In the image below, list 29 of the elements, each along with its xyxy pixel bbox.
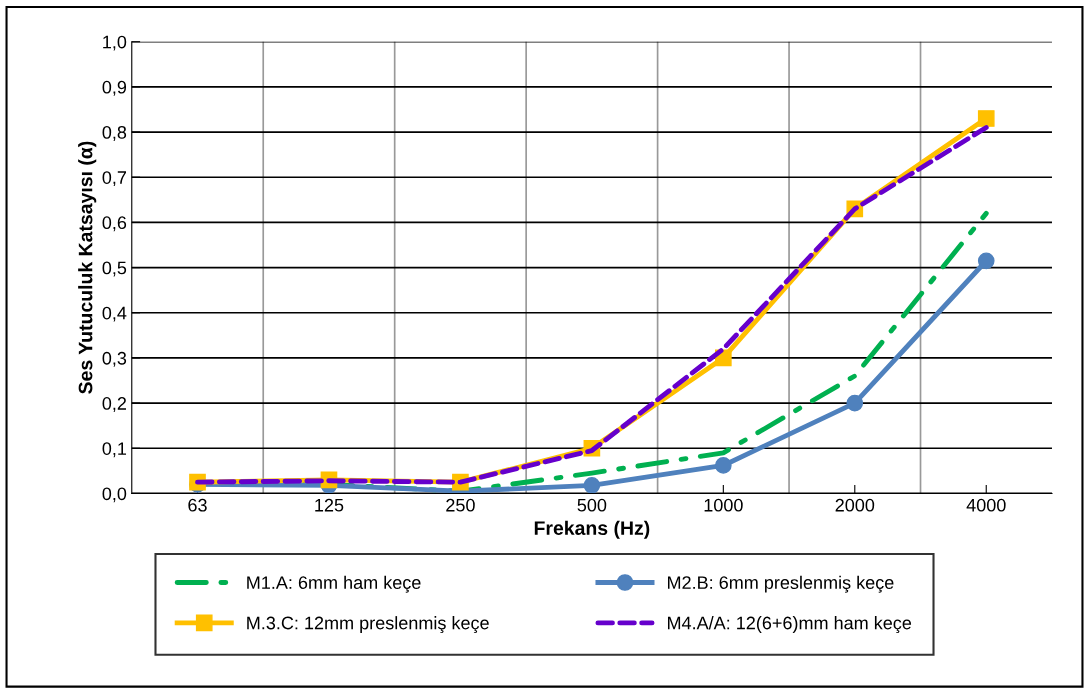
y-tick-label: 0,7 xyxy=(102,171,126,187)
x-tick-label: 125 xyxy=(315,498,344,512)
y-tick-label: 0,0 xyxy=(102,487,127,503)
y-tick-label: 0,4 xyxy=(102,306,127,322)
x-tick-label: 4000 xyxy=(966,498,1006,512)
x-tick-label: 2000 xyxy=(835,498,875,512)
y-tick-label: 1,0 xyxy=(103,35,127,51)
y-tick-label: 0,2 xyxy=(102,397,126,412)
point xyxy=(583,476,601,494)
y-tick-label: 0,9 xyxy=(102,80,127,96)
legend-label: M4.A/A: 12(6+6)mm ham keçe xyxy=(668,616,912,634)
x-tick-label: 1000 xyxy=(704,498,743,512)
point xyxy=(977,110,995,127)
point xyxy=(977,252,995,270)
x-axis-title: Frekans (Hz) xyxy=(534,520,650,539)
x-tick-label: 500 xyxy=(577,498,607,512)
legend-label: M1.A: 6mm ham keçe xyxy=(247,575,421,593)
legend-label: M2.B: 6mm preslenmiş keçe xyxy=(668,575,894,593)
y-axis-title: Ses Yutuculuk Katsayısı (α) xyxy=(78,141,97,394)
x-tick-label: 250 xyxy=(446,498,475,512)
legend-label: M.3.C: 12mm preslenmiş keçe xyxy=(247,616,489,634)
y-tick-label: 0,8 xyxy=(102,125,127,141)
x-tick-label: 63 xyxy=(188,498,207,512)
y-tick-label: 0,3 xyxy=(102,351,127,367)
y-tick-label: 0,5 xyxy=(102,261,127,277)
point xyxy=(846,394,864,412)
point xyxy=(714,457,732,474)
y-tick-label: 0,1 xyxy=(102,442,127,458)
y-tick-label: 0,6 xyxy=(102,216,127,232)
